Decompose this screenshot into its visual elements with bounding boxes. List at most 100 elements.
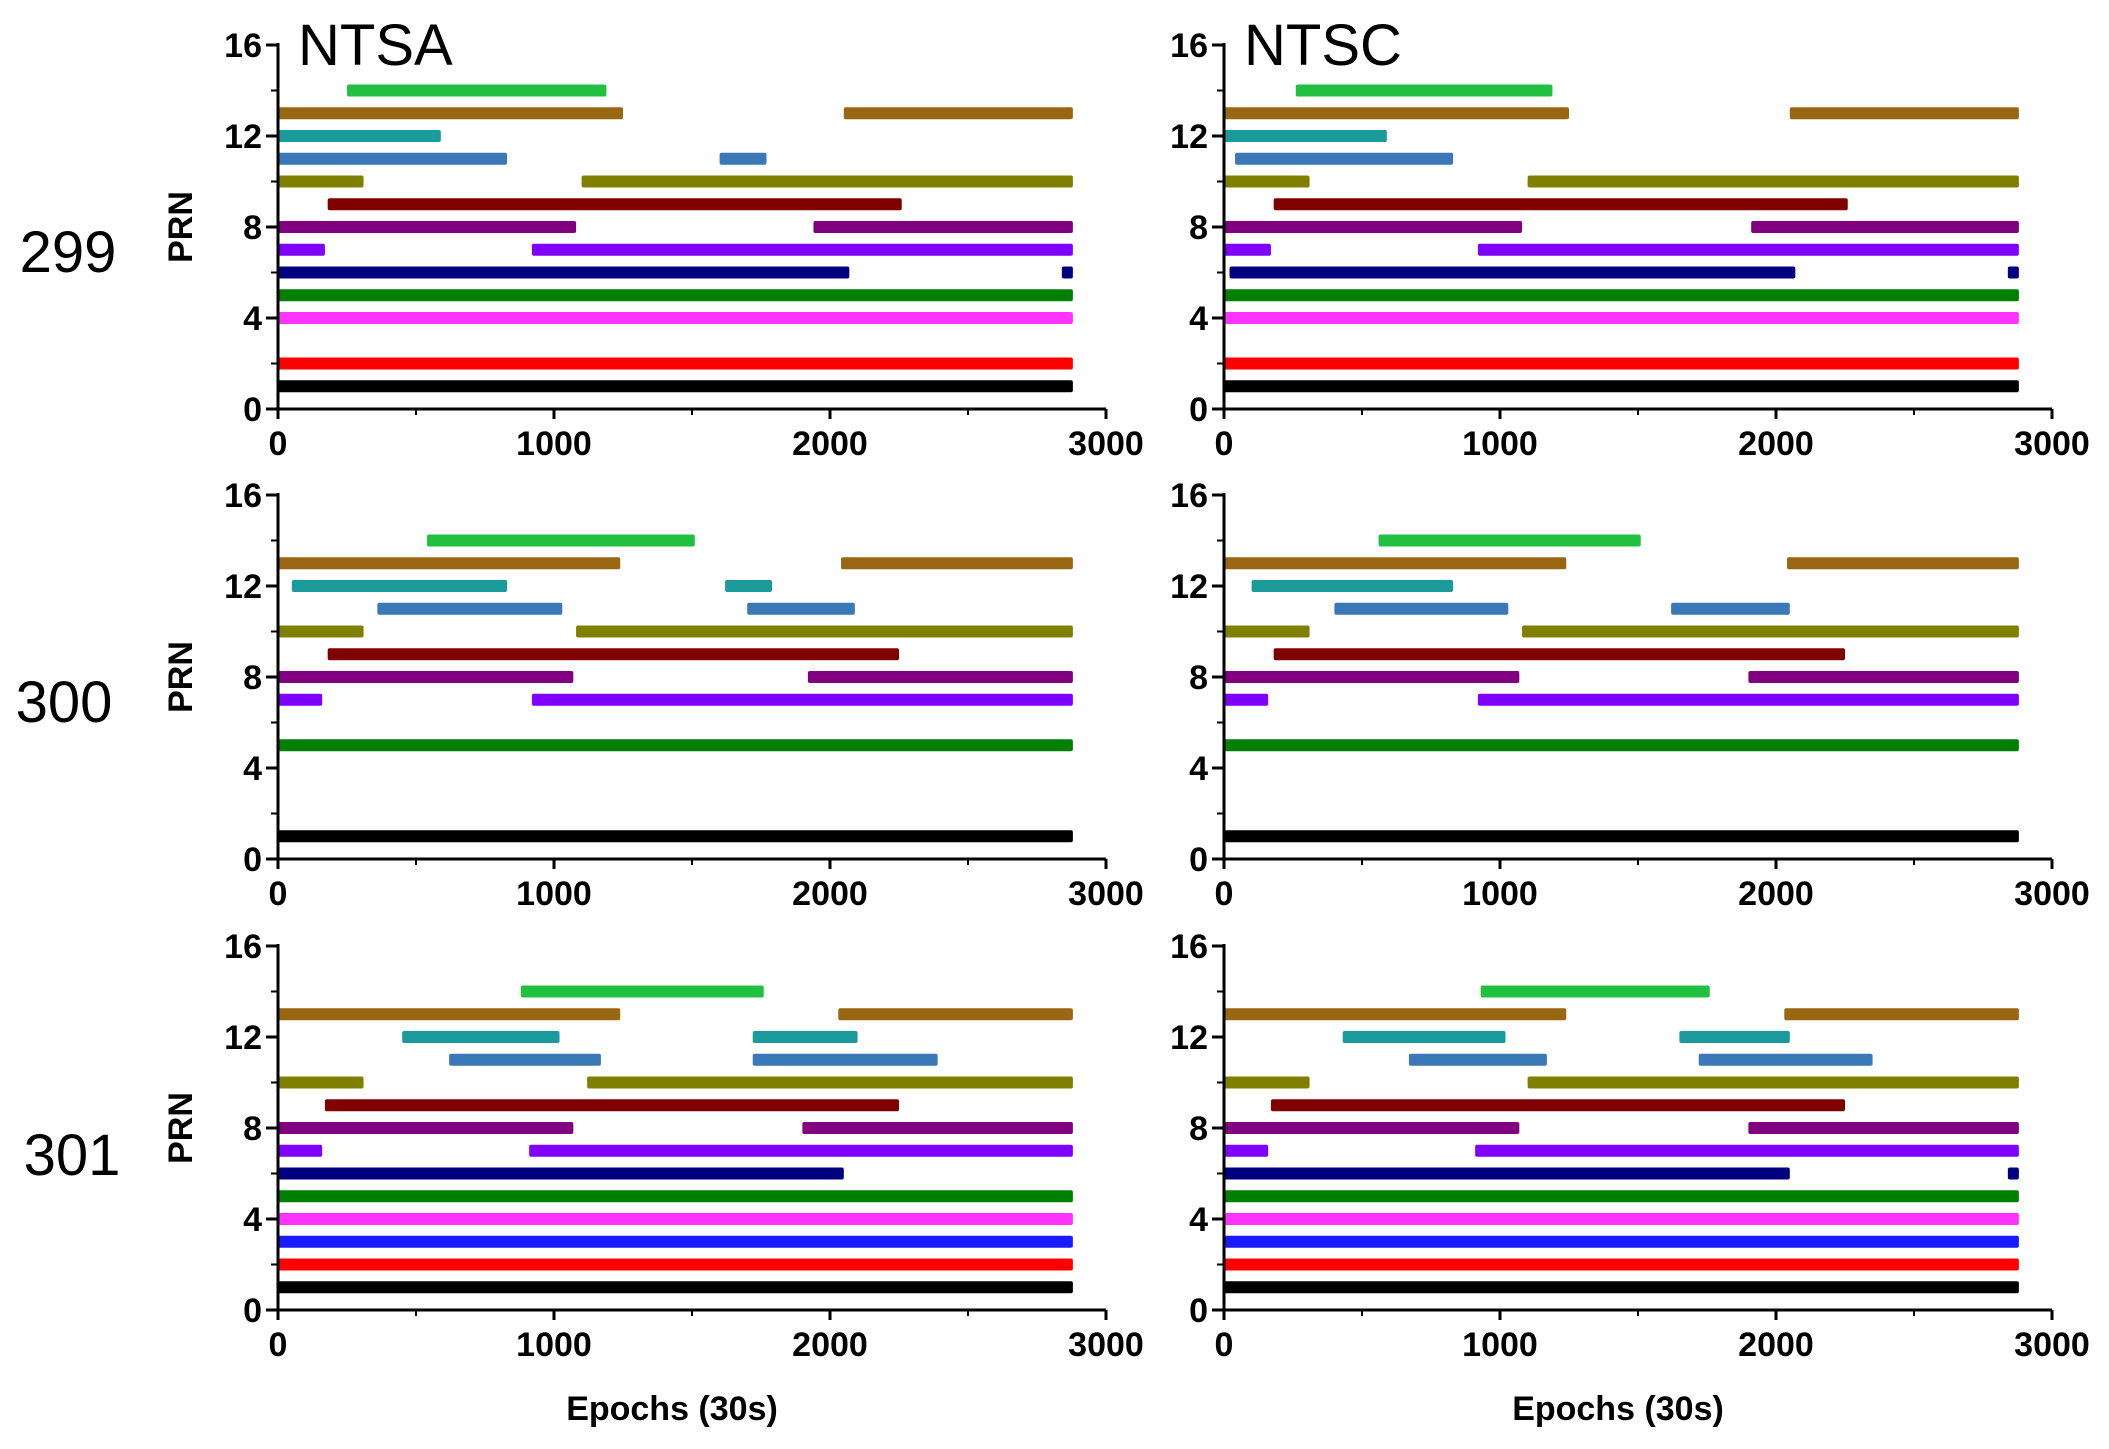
y-tick-label: 12 <box>1170 118 1208 156</box>
prn-7-segment-1 <box>1224 693 1269 706</box>
prn-11-segment-1 <box>449 1053 601 1066</box>
prn-8-segment-1 <box>1224 221 1523 233</box>
x-tick-label: 2000 <box>1738 1326 1814 1364</box>
y-tick-label: 4 <box>243 300 262 338</box>
y-tick-label: 12 <box>224 118 262 156</box>
prn-14-segment-1 <box>347 84 607 97</box>
x-tick-label: 1000 <box>1462 1326 1538 1364</box>
row-label-day-300: 300 <box>16 670 113 735</box>
y-tick-label: 8 <box>243 209 262 247</box>
x-tick-label: 0 <box>1215 875 1234 913</box>
y-tick-label: 0 <box>243 841 262 879</box>
prn-4-segment-1 <box>1224 1213 2019 1225</box>
prn-7-segment-2 <box>531 243 1073 256</box>
prn-4-segment-1 <box>1224 312 2019 324</box>
prn-8-segment-2 <box>1748 1122 2019 1134</box>
row-label-day-301: 301 <box>24 1123 121 1188</box>
prn-12-segment-2 <box>725 580 773 592</box>
prn-1-segment-1 <box>1224 830 2019 843</box>
prn-10-segment-1 <box>278 1076 364 1089</box>
prn-9-segment-1 <box>1273 648 1845 661</box>
y-tick-label: 0 <box>243 1292 262 1330</box>
x-axis-title: Epochs (30s) <box>566 1390 778 1428</box>
prn-8-segment-2 <box>807 671 1073 683</box>
prn-14-segment-1 <box>1295 84 1553 97</box>
prn-7-segment-2 <box>1477 243 2019 256</box>
prn-6-segment-2 <box>2007 1167 2019 1180</box>
prn-13-segment-2 <box>841 557 1073 570</box>
x-tick-label: 3000 <box>1068 425 1144 463</box>
prn-9-segment-1 <box>1270 1099 1845 1112</box>
prn-8-segment-1 <box>1224 671 1520 683</box>
prn-12-segment-1 <box>1224 130 1387 142</box>
y-tick-label: 12 <box>1170 1019 1208 1057</box>
row-label-day-299: 299 <box>20 220 117 285</box>
prn-14-segment-1 <box>1378 534 1641 547</box>
prn-5-segment-1 <box>278 739 1073 752</box>
prn-1-segment-1 <box>278 380 1073 393</box>
x-tick-label: 3000 <box>2014 1326 2090 1364</box>
chart-panel-299-ntsc: 0 1000 2000 3000 0 4 8 12 16 NTSC <box>1170 13 2090 463</box>
prn-10-segment-1 <box>278 175 364 188</box>
prn-10-segment-2 <box>1522 625 2019 638</box>
prn-10-segment-1 <box>1224 1076 1310 1089</box>
y-tick-label: 16 <box>224 928 262 966</box>
prn-8-segment-1 <box>278 1122 574 1134</box>
x-tick-label: 1000 <box>1462 875 1538 913</box>
x-tick-label: 0 <box>1215 425 1234 463</box>
x-tick-label: 2000 <box>1738 875 1814 913</box>
prn-9-segment-1 <box>1273 198 1848 211</box>
y-axis-title: PRN <box>162 191 200 263</box>
prn-8-segment-1 <box>278 671 574 683</box>
prn-7-segment-2 <box>1475 1144 2019 1157</box>
prn-13-segment-1 <box>1224 557 1567 570</box>
y-tick-label: 12 <box>224 1019 262 1057</box>
prn-12-segment-1 <box>291 580 508 592</box>
prn-13-segment-2 <box>838 1008 1073 1021</box>
prn-5-segment-1 <box>278 289 1073 302</box>
prn-11-segment-1 <box>377 602 563 615</box>
prn-5-segment-1 <box>1224 739 2019 752</box>
x-tick-label: 1000 <box>516 875 592 913</box>
chart-panel-299-ntsa: 0 1000 2000 3000 0 4 8 12 16 NTSA PRN <box>162 13 1144 463</box>
prn-7-segment-1 <box>1224 243 1271 256</box>
prn-8-segment-1 <box>278 221 577 233</box>
x-tick-label: 3000 <box>1068 875 1144 913</box>
prn-8-segment-2 <box>813 221 1073 233</box>
prn-6-segment-1 <box>1224 1167 1790 1180</box>
prn-11-segment-2 <box>747 602 855 615</box>
y-tick-label: 16 <box>224 27 262 65</box>
x-tick-label: 2000 <box>792 425 868 463</box>
x-tick-label: 1000 <box>516 425 592 463</box>
y-tick-label: 0 <box>1189 841 1208 879</box>
y-tick-label: 12 <box>1170 568 1208 606</box>
prn-11-segment-2 <box>719 152 767 165</box>
panel-title: NTSC <box>1244 13 1402 78</box>
x-tick-label: 1000 <box>516 1326 592 1364</box>
prn-6-segment-1 <box>1229 266 1796 279</box>
y-tick-label: 16 <box>1170 928 1208 966</box>
prn-1-segment-1 <box>278 1281 1073 1294</box>
x-tick-label: 0 <box>1215 1326 1234 1364</box>
prn-11-segment-1 <box>1408 1053 1547 1066</box>
prn-10-segment-2 <box>576 625 1073 638</box>
prn-6-segment-1 <box>278 266 850 279</box>
prn-8-segment-2 <box>1748 671 2019 683</box>
y-tick-label: 0 <box>1189 1292 1208 1330</box>
x-tick-label: 3000 <box>2014 425 2090 463</box>
prn-13-segment-1 <box>278 107 623 120</box>
y-tick-label: 0 <box>243 391 262 429</box>
prn-2-segment-1 <box>278 357 1073 370</box>
prn-2-segment-1 <box>1224 1258 2019 1271</box>
prn-9-segment-1 <box>327 198 902 211</box>
y-axis-title: PRN <box>162 1092 200 1164</box>
prn-7-segment-2 <box>1477 693 2019 706</box>
prn-11-segment-1 <box>278 152 508 165</box>
y-tick-label: 12 <box>224 568 262 606</box>
prn-7-segment-2 <box>529 1144 1073 1157</box>
y-tick-label: 4 <box>243 750 262 788</box>
x-tick-label: 2000 <box>1738 425 1814 463</box>
prn-8-segment-2 <box>1751 221 2019 233</box>
prn-10-segment-2 <box>581 175 1073 188</box>
prn-10-segment-1 <box>278 625 364 638</box>
